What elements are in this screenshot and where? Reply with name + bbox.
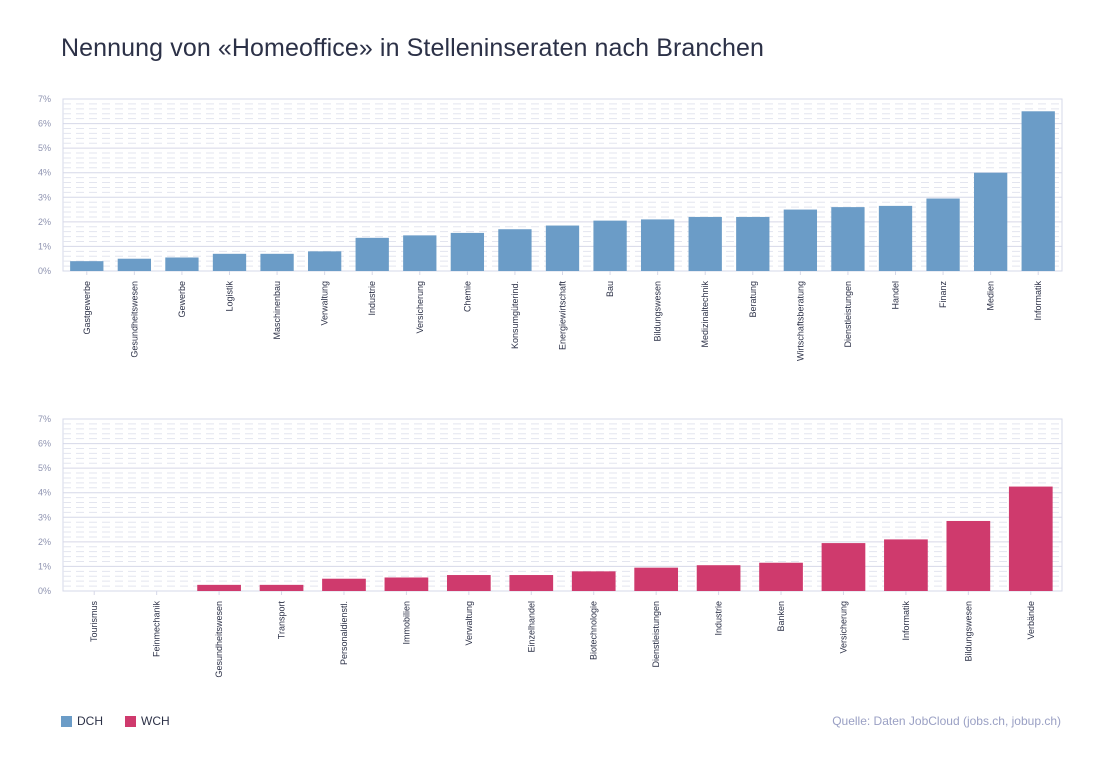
wch-bar xyxy=(197,584,241,591)
wch-xtick-label: Personaldienstl. xyxy=(339,601,349,665)
wch-ytick-label: 0% xyxy=(38,586,51,596)
wch-bar xyxy=(821,543,866,591)
dch-ytick-label: 4% xyxy=(38,168,51,178)
wch-ytick-label: 4% xyxy=(38,488,51,498)
dch-xtick-label: Energiewirtschaft xyxy=(558,281,568,351)
dch-bar xyxy=(260,253,294,271)
wch-xtick-label: Tourismus xyxy=(89,601,99,643)
wch-ytick-label: 7% xyxy=(38,414,51,424)
dch-bar xyxy=(117,258,152,271)
dch-ytick-label: 3% xyxy=(38,192,51,202)
wch-ytick-label: 2% xyxy=(38,537,51,547)
dch-xtick-label: Verwaltung xyxy=(320,281,330,326)
chart-title: Nennung von «Homeoffice» in Stelleninser… xyxy=(61,34,765,62)
wch-bar xyxy=(759,562,803,591)
wch-ytick-label: 1% xyxy=(38,561,51,571)
dch-bar xyxy=(498,229,532,271)
wch-xtick-label: Immobilien xyxy=(401,601,411,645)
wch-bar xyxy=(1008,486,1053,591)
legend-item-wch[interactable]: WCH xyxy=(125,714,170,728)
source-note: Quelle: Daten JobCloud (jobs.ch, jobup.c… xyxy=(832,714,1061,728)
dch-xtick-label: Medien xyxy=(986,281,996,311)
dch-bar xyxy=(783,209,818,271)
wch-bar xyxy=(259,584,304,591)
dch-xtick-label: Gesundheitswesen xyxy=(129,281,139,358)
legend-label-wch: WCH xyxy=(141,714,170,728)
dch-bar xyxy=(736,216,770,271)
dch-ytick-label: 5% xyxy=(38,143,51,153)
dch-bar xyxy=(450,232,485,271)
dch-xtick-label: Versicherung xyxy=(415,281,425,334)
dch-ytick-label: 7% xyxy=(38,94,51,104)
wch-ytick-label: 6% xyxy=(38,439,51,449)
wch-xtick-label: Verbände xyxy=(1026,601,1036,640)
dch-bar xyxy=(1021,111,1055,272)
dch-xtick-label: Wirtschaftsberatung xyxy=(795,281,805,361)
dch-xtick-label: Maschinenbau xyxy=(272,281,282,340)
dch-xtick-label: Konsumgüterind. xyxy=(510,281,520,349)
wch-xtick-label: Gesundheitswesen xyxy=(214,601,224,678)
wch-xtick-label: Feinmechanik xyxy=(152,601,162,658)
wch-xtick-label: Verwaltung xyxy=(464,601,474,646)
wch-bar xyxy=(509,575,554,591)
wch-bar xyxy=(946,520,991,591)
dch-xtick-label: Gastgewerbe xyxy=(82,281,92,335)
dch-xtick-label: Bildungswesen xyxy=(653,281,663,342)
legend-swatch-dch xyxy=(61,715,72,727)
dch-ytick-label: 0% xyxy=(38,266,51,276)
dch-bar xyxy=(165,257,199,271)
dch-bar xyxy=(973,172,1008,271)
wch-ytick-label: 5% xyxy=(38,463,51,473)
dch-bar xyxy=(70,261,104,271)
dch-xtick-label: Handel xyxy=(891,281,901,310)
dch-xtick-label: Informatik xyxy=(1033,281,1043,321)
wch-bar xyxy=(384,577,429,591)
dch-xtick-label: Finanz xyxy=(938,281,948,309)
wch-xtick-label: Informatik xyxy=(901,601,911,641)
dch-bar xyxy=(212,253,247,271)
chart-wch: 0% 1% 2% 3% 4% 5% 6% 7% Tourismus Feinmechanik Ges… xyxy=(38,414,1063,678)
wch-bar xyxy=(884,539,928,591)
dch-ytick-label: 2% xyxy=(38,217,51,227)
wch-bar xyxy=(446,575,491,591)
dch-bar xyxy=(926,198,960,271)
wch-xtick-label: Einzelhandel xyxy=(526,601,536,653)
dch-bar xyxy=(831,207,865,271)
legend: DCH WCH xyxy=(61,714,186,728)
chart-dch: 0% 1% 2% 3% 4% 5% 6% 7% Gastgewerbe Gesundheitswe… xyxy=(38,94,1063,361)
dch-xtick-label: Industrie xyxy=(367,281,377,316)
wch-bar xyxy=(696,565,741,591)
dch-xtick-label: Logistik xyxy=(225,281,235,312)
dch-xtick-label: Bau xyxy=(605,281,615,297)
wch-xtick-label: Transport xyxy=(277,601,287,640)
wch-ytick-label: 3% xyxy=(38,512,51,522)
dch-ytick-label: 1% xyxy=(38,241,51,251)
dch-ytick-label: 6% xyxy=(38,119,51,129)
wch-xtick-label: Versicherung xyxy=(838,601,848,654)
dch-bar xyxy=(403,235,437,271)
dch-xtick-label: Gewerbe xyxy=(177,281,187,318)
dch-bar xyxy=(878,205,913,271)
dch-bar xyxy=(355,237,389,271)
dch-xtick-label: Chemie xyxy=(462,281,472,312)
wch-bar xyxy=(634,567,679,591)
dch-bar xyxy=(593,220,627,271)
legend-item-dch[interactable]: DCH xyxy=(61,714,103,728)
wch-bar xyxy=(322,578,366,591)
dch-bar xyxy=(688,216,722,271)
dch-bar xyxy=(640,219,675,271)
wch-bar xyxy=(571,571,616,591)
wch-xtick-label: Banken xyxy=(776,601,786,632)
dch-xtick-label: Dienstleistungen xyxy=(843,281,853,348)
wch-xtick-label: Biotechnologie xyxy=(589,601,599,660)
dch-bar xyxy=(307,251,342,271)
legend-label-dch: DCH xyxy=(77,714,103,728)
wch-xtick-label: Bildungswesen xyxy=(963,601,973,662)
dch-xtick-label: Medizinaltechnik xyxy=(700,281,710,348)
wch-xtick-label: Dienstleistungen xyxy=(651,601,661,668)
wch-xtick-label: Industrie xyxy=(714,601,724,636)
dch-bar xyxy=(545,225,580,271)
dch-xtick-label: Beratung xyxy=(748,281,758,318)
legend-swatch-wch xyxy=(125,715,136,727)
